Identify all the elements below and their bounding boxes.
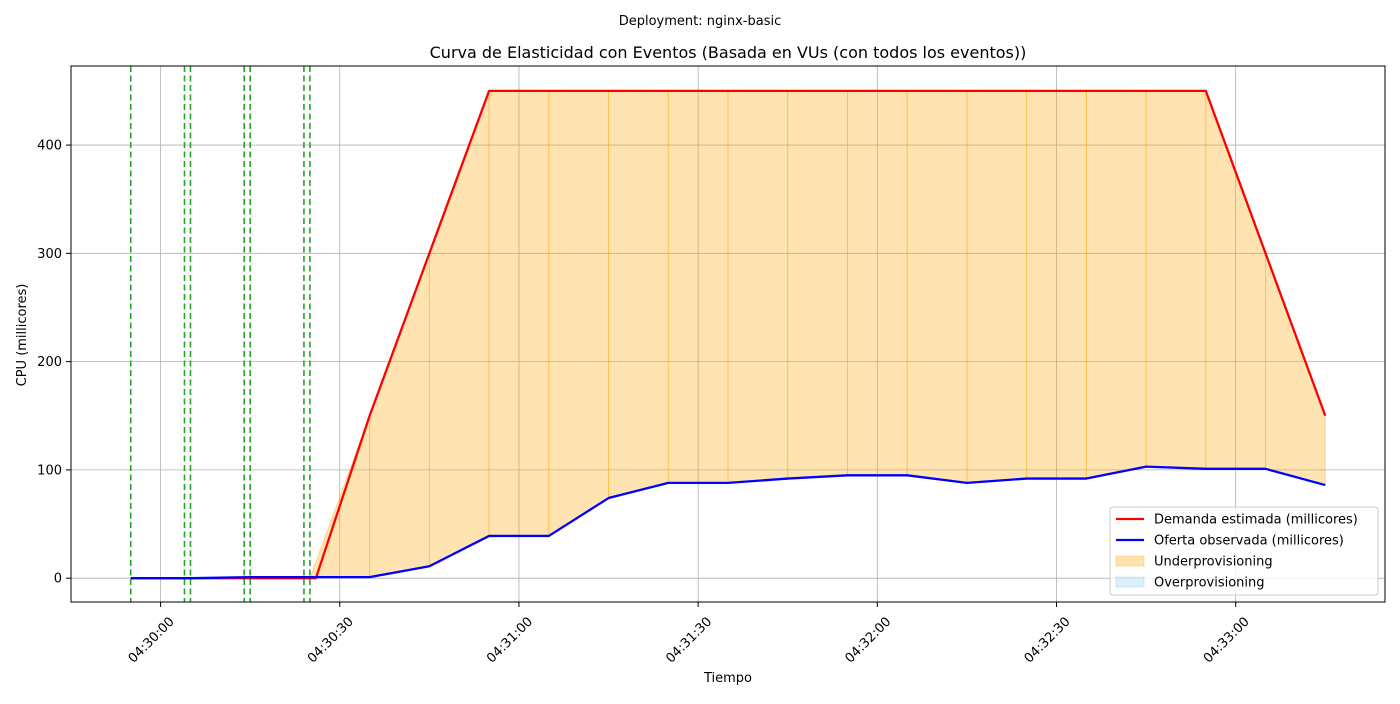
y-tick-label: 400 [37, 139, 62, 154]
x-tick-label: 04:31:00 [484, 614, 536, 666]
plot-frame [70, 65, 1386, 603]
legend-label: Underprovisioning [1154, 555, 1273, 570]
event-lines [129, 66, 311, 602]
supply-line [130, 465, 1326, 580]
y-axis-label: CPU (millicores) [15, 284, 30, 387]
underprovisioning-area [906, 90, 968, 484]
y-tick-label: 200 [37, 355, 62, 370]
underprovisioning-area [369, 253, 430, 578]
legend-patch-swatch [1115, 576, 1145, 588]
legend: Demanda estimada (millicores) Oferta obse… [1109, 506, 1379, 596]
underprovisioning-area [1085, 90, 1147, 480]
legend-patch-swatch [1115, 555, 1145, 567]
underprovisioning-area [787, 90, 848, 480]
y-tick-label: 0 [54, 572, 62, 587]
underprovisioning-area [1145, 90, 1207, 470]
chart-suptitle: Deployment: nginx-basic [619, 14, 782, 29]
x-tick-label: 04:30:00 [126, 614, 178, 666]
legend-label: Oferta observada (millicores) [1154, 534, 1344, 549]
underprovisioning-area [488, 90, 550, 537]
underprovisioning-area [846, 90, 908, 476]
underprovisioning-area [1026, 90, 1087, 480]
grid [71, 66, 1385, 602]
underprovisioning-area [608, 90, 669, 499]
x-tick-label: 04:30:30 [305, 614, 357, 666]
underprovisioning-area [1265, 253, 1326, 486]
y-tick-label: 300 [37, 247, 62, 262]
underprovisioning-area [667, 90, 729, 484]
legend-label: Demanda estimada (millicores) [1154, 513, 1358, 528]
provisioning-fills [190, 90, 1326, 579]
x-tick-label: 04:32:00 [842, 614, 894, 666]
underprovisioning-area [428, 90, 490, 568]
x-axis-label: Tiempo [703, 671, 752, 686]
underprovisioning-area [727, 90, 789, 484]
underprovisioning-area [966, 90, 1028, 484]
legend-label: Overprovisioning [1154, 576, 1265, 591]
x-tick-label: 04:33:00 [1201, 614, 1253, 666]
y-tick-label: 100 [37, 463, 62, 478]
legend-box [1109, 506, 1379, 596]
series-lines [130, 89, 1327, 580]
underprovisioning-area [548, 90, 610, 537]
chart-title: Curva de Elasticidad con Eventos (Basada… [430, 43, 1027, 62]
x-tick-label: 04:32:30 [1022, 614, 1074, 666]
x-tick-label: 04:31:30 [663, 614, 715, 666]
